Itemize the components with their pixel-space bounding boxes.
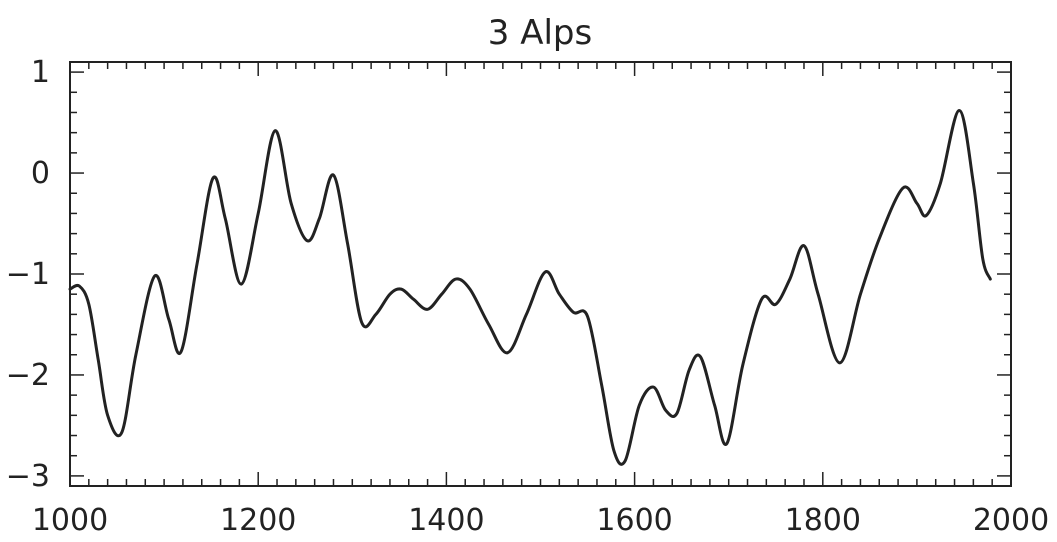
series-layer bbox=[68, 108, 992, 466]
chart-title: 3 Alps bbox=[488, 13, 592, 53]
y-tick-label: −2 bbox=[6, 358, 50, 393]
y-tick-label: 0 bbox=[31, 156, 50, 191]
y-tick-label: −3 bbox=[6, 459, 50, 494]
x-tick-label: 1000 bbox=[32, 503, 108, 538]
x-tick-label: 1800 bbox=[785, 503, 861, 538]
x-tick-label: 1600 bbox=[596, 503, 672, 538]
x-tick-label: 2000 bbox=[973, 503, 1049, 538]
x-tick-label: 1400 bbox=[408, 503, 484, 538]
axis-tick-labels: 1000 1200 1400 1600 1800 2000 1 0 −1 −2 −3 bbox=[6, 55, 1049, 538]
y-tick-label: 1 bbox=[31, 55, 50, 90]
y-tick-label: −1 bbox=[6, 257, 50, 292]
axis-ticks bbox=[69, 62, 1012, 486]
x-tick-label: 1200 bbox=[220, 503, 296, 538]
series-line-0 bbox=[68, 108, 992, 466]
plot-frame bbox=[69, 61, 1012, 487]
